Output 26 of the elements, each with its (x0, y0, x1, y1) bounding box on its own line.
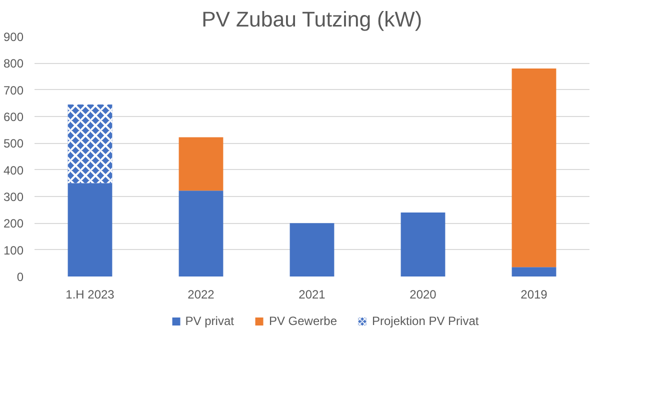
bar (512, 68, 556, 268)
bar (68, 183, 112, 276)
chart-title: PV Zubau Tutzing (kW) (202, 8, 422, 32)
y-tick-label: 800 (3, 56, 24, 71)
bar (178, 190, 224, 276)
bar (400, 212, 446, 276)
bar (178, 137, 224, 191)
legend-label: PV Gewerbe (268, 314, 338, 328)
y-tick-label: 900 (3, 30, 24, 44)
y-tick-label: 700 (3, 83, 24, 98)
bar (512, 267, 556, 276)
x-tick-label: 1.H 2023 (66, 288, 115, 302)
y-tick-label: 600 (3, 110, 24, 124)
y-tick-label: 300 (3, 190, 24, 204)
y-tick-label: 100 (3, 243, 24, 258)
legend-label: Projektion PV Privat (372, 314, 479, 328)
x-tick-label: 2020 (410, 288, 437, 302)
y-tick-label: 500 (3, 136, 24, 151)
x-tick-label: 2022 (188, 288, 215, 302)
y-tick-label: 400 (3, 163, 24, 178)
x-tick-label: 2021 (298, 288, 326, 302)
legend-label: PV privat (185, 314, 234, 328)
y-tick-label: 0 (16, 270, 24, 284)
y-tick-label: 200 (3, 216, 24, 231)
x-tick-label: 2019 (520, 288, 548, 302)
bar (290, 223, 334, 276)
